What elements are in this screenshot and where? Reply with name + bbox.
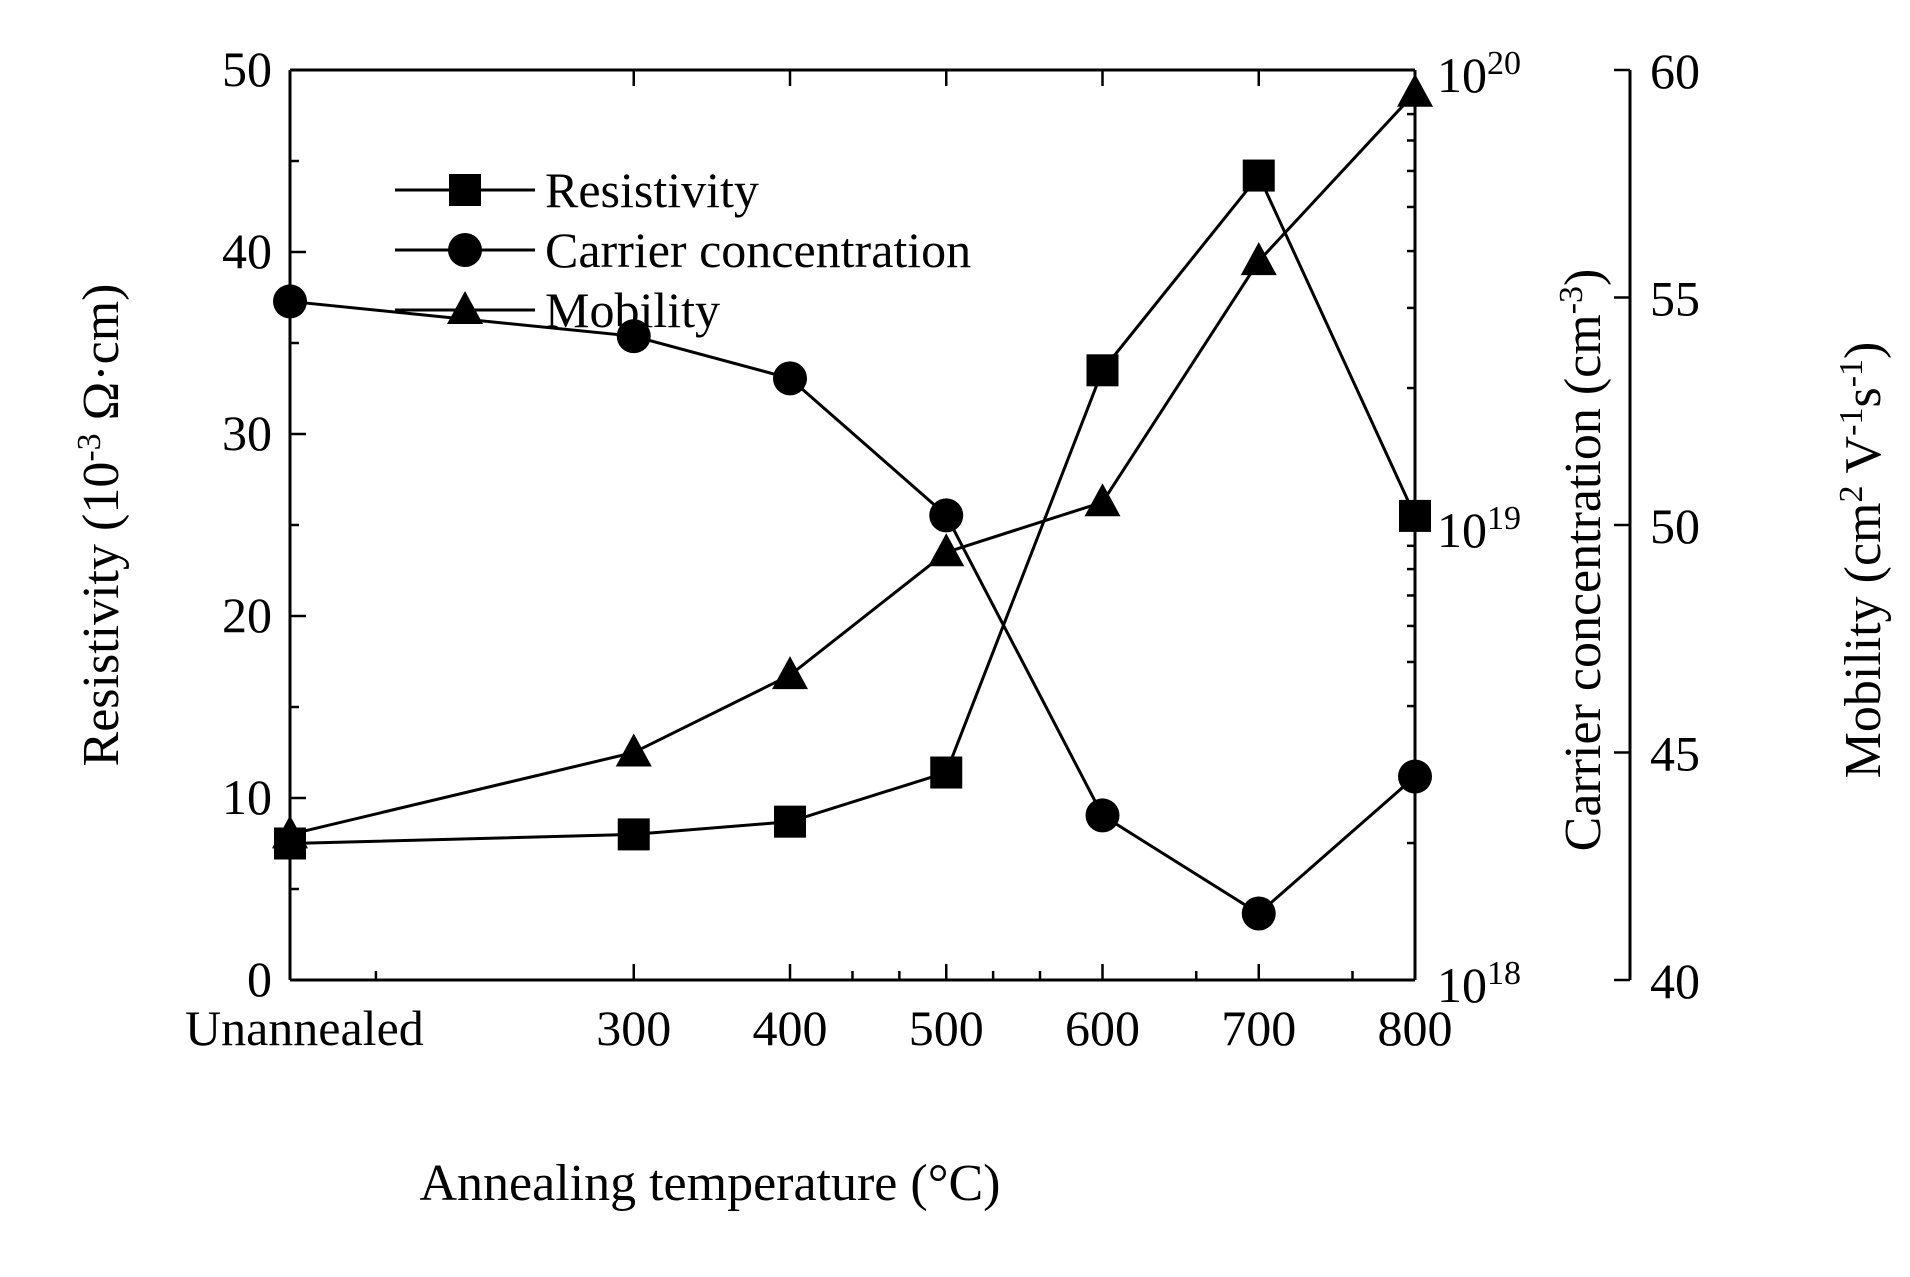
series-carrier-concentration [273, 284, 1432, 931]
mobility-point [1397, 73, 1433, 107]
carrier-concentration-point [773, 361, 807, 396]
mobility-point [1084, 483, 1121, 517]
left-tick-label: 50 [222, 41, 272, 97]
left-tick-label: 10 [222, 769, 272, 825]
resistivity-point [774, 805, 806, 838]
x-tick-label: 700 [1221, 1000, 1296, 1056]
left-tick-label: 0 [247, 951, 272, 1007]
middle-tick-label: 1019 [1437, 500, 1521, 559]
resistivity-point [1086, 354, 1119, 387]
legend-marker [449, 174, 481, 206]
right-tick-label: 45 [1650, 726, 1700, 782]
mobility-point [928, 533, 965, 567]
resistivity-point [1242, 159, 1275, 192]
carrier-concentration-point [929, 498, 964, 533]
mobility-point [772, 656, 808, 690]
x-tick-label: 300 [596, 1000, 671, 1056]
resistivity-point [930, 756, 963, 789]
legend-label: Resistivity [545, 162, 759, 218]
legend-item-resistivity: Resistivity [395, 162, 759, 218]
right-tick-label: 40 [1650, 953, 1700, 1009]
middle-tick-label: 1020 [1437, 45, 1521, 104]
resistivity-point [1399, 499, 1431, 532]
carrier-concentration-point [1085, 798, 1120, 833]
mobility-point [272, 815, 308, 849]
middle-axis-title: Carrier concentration (cm-3) [1553, 269, 1613, 852]
x-tick-label: 600 [1065, 1000, 1140, 1056]
right-tick-label: 55 [1650, 271, 1700, 327]
legend-marker [448, 233, 482, 267]
x-tick-label: 500 [909, 1000, 984, 1056]
x-tick-label: 400 [753, 1000, 828, 1056]
carrier-concentration-point [1398, 759, 1432, 794]
x-tick-label: Unannealed [185, 1000, 424, 1056]
mobility-point [1240, 242, 1277, 276]
legend-marker [447, 291, 483, 324]
x-tick-label: 800 [1378, 1000, 1453, 1056]
carrier-concentration-point [616, 319, 651, 354]
right-tick-label: 50 [1650, 498, 1700, 554]
carrier-concentration-point [1241, 896, 1276, 931]
mobility-point [615, 733, 652, 767]
legend-label: Mobility [545, 282, 720, 338]
carrier-concentration-point [273, 284, 307, 319]
legend-item-mobility: Mobility [395, 282, 720, 338]
x-axis-title: Annealing temperature (°C) [419, 1155, 1000, 1212]
left-tick-label: 40 [222, 223, 272, 279]
left-axis-title: Resistivity (10-3 Ω·cm) [71, 284, 131, 767]
left-tick-label: 20 [222, 587, 272, 643]
legend-item-carrier-concentration: Carrier concentration [395, 222, 971, 278]
series-mobility [272, 73, 1433, 849]
right-tick-label: 60 [1650, 43, 1700, 99]
series-group [272, 73, 1433, 931]
left-tick-label: 30 [222, 405, 272, 461]
resistivity-point [617, 818, 650, 851]
legend-label: Carrier concentration [545, 222, 971, 278]
axes: 010203040501018101910204045505560Unannea… [71, 41, 1893, 1212]
carrier-concentration-line [289, 299, 1416, 916]
middle-tick-label: 1018 [1437, 955, 1521, 1014]
right-axis-title: Mobility (cm2 V-1s-1) [1833, 342, 1893, 779]
